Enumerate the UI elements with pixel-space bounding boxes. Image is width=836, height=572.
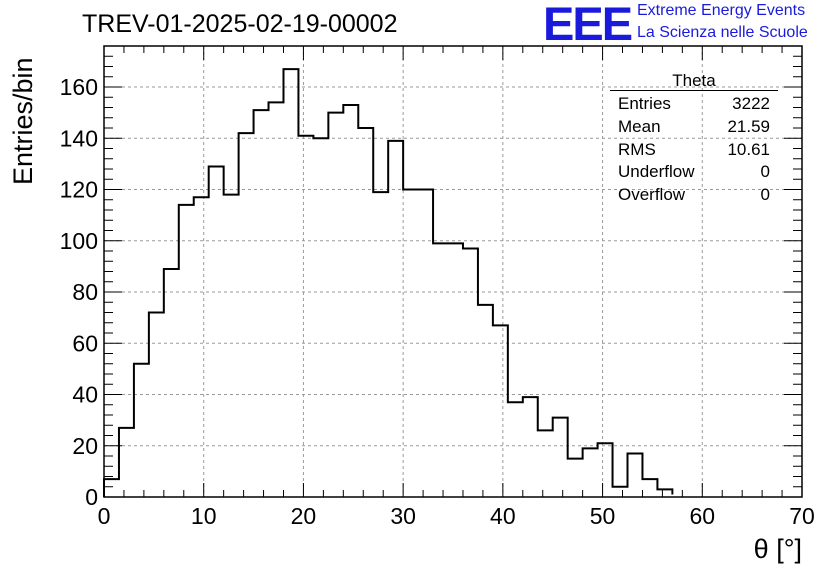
stats-value: 10.61 [727,139,770,159]
histogram-bin [328,113,343,497]
y-tick-label: 40 [72,382,98,408]
stats-value: 21.59 [727,116,770,136]
y-tick-label: 100 [60,228,98,254]
histogram-bin [418,190,433,498]
histogram-bin [313,138,328,497]
logo-line-2: La Scienza nelle Scuole [637,24,808,41]
histogram-bin [164,269,179,497]
histogram-bin [508,402,523,497]
histogram-bin [343,105,358,497]
stats-label: RMS [618,139,656,159]
stats-value: 0 [760,185,770,205]
stats-divider [610,90,778,91]
x-tick-label: 70 [789,503,815,529]
histogram-series [103,68,674,498]
histogram-bin [463,248,478,497]
stats-label: Entries [618,94,671,113]
stats-value: 3222 [732,94,770,113]
histogram-bin [388,141,403,497]
histogram-outline [103,68,674,497]
stats-label: Overflow [618,185,686,205]
y-tick-label: 80 [72,279,98,305]
histogram-bin [642,479,657,497]
histogram-bin [538,430,553,497]
stats-label: Mean [618,116,661,136]
stats-row: Overflow 0 [610,184,778,207]
histogram-bin [478,305,493,497]
y-tick-label: 20 [72,433,98,459]
y-tick-label: 140 [60,125,98,151]
histogram-bin [269,102,284,497]
histogram-bin [134,364,149,497]
histogram-bin [298,136,313,497]
y-tick-label: 160 [60,74,98,100]
histogram-bin [104,479,119,497]
y-tick-label: 120 [60,177,98,203]
x-tick-label: 50 [590,503,616,529]
chart-title: TREV-01-2025-02-19-00002 [82,10,398,38]
stats-row: RMS 10.61 [610,139,778,162]
stats-row: Entries 3222 [610,93,778,116]
x-axis-label: θ [°] [753,534,802,564]
stats-row: Mean 21.59 [610,116,778,139]
y-tick-label: 60 [72,330,98,356]
stats-box: Theta Entries 3222 Mean 21.59 RMS 10.61 … [610,72,778,207]
histogram-bin [403,190,418,498]
histogram-bin [283,69,298,497]
histogram-bin [448,243,463,497]
axis-ticks [103,45,803,498]
x-tick-label: 60 [689,503,715,529]
histogram-bin [254,110,269,497]
histogram-bin [583,448,598,497]
x-tick-label: 20 [291,503,317,529]
histogram-bin [523,397,538,497]
logo-line-1: Extreme Energy Events [637,2,806,19]
histogram-bin [613,487,628,497]
histogram-bin [553,418,568,497]
histogram-bin [179,205,194,497]
eee-logo: EEE [543,0,633,50]
histogram-bin [224,195,239,497]
x-tick-label: 30 [390,503,416,529]
stats-value: 0 [760,162,770,182]
histogram-bin [358,128,373,497]
stats-title: Theta [672,71,716,90]
x-tick-label: 40 [490,503,516,529]
histogram-bin [433,243,448,497]
histogram-bin [149,313,164,498]
histogram-bin [239,133,254,497]
histogram-bin [209,166,224,497]
x-tick-label: 10 [191,503,217,529]
histogram-bin [493,325,508,497]
stats-row: Underflow 0 [610,161,778,184]
histogram-bin [628,453,643,497]
y-tick-label: 0 [85,484,98,510]
stats-label: Underflow [618,162,695,182]
y-axis-label: Entries/bin [8,57,38,185]
histogram-bin [373,192,388,497]
histogram-bin [119,428,134,497]
histogram-bin [568,459,583,497]
grid-lines [104,46,802,497]
tick-labels: 0 10 20 30 40 50 60 70 0 20 40 60 80 100 120 140 160 [60,74,815,529]
histogram-bin [194,197,209,497]
x-tick-label: 0 [98,503,111,529]
histogram-bin [657,489,672,497]
histogram-bin [598,443,613,497]
